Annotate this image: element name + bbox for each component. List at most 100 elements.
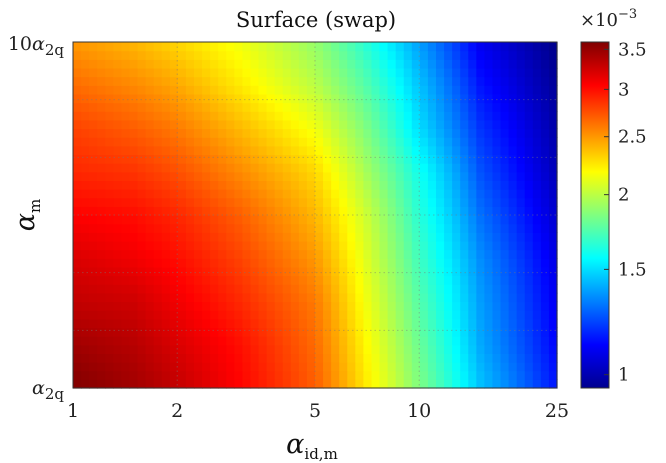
heatmap-cell: [387, 292, 397, 303]
heatmap-cell: [419, 370, 429, 380]
heatmap-cell: [411, 327, 421, 337]
heatmap-cell: [89, 266, 98, 277]
heatmap-cell: [476, 301, 485, 311]
heatmap-cell: [500, 318, 510, 329]
heatmap-cell: [234, 171, 243, 181]
heatmap-cell: [540, 197, 550, 207]
heatmap-cell: [355, 258, 364, 268]
heatmap-cell: [452, 344, 461, 354]
heatmap-cell: [153, 180, 163, 190]
heatmap-cell: [540, 137, 550, 147]
heatmap-cell: [323, 301, 332, 311]
heatmap-cell: [194, 215, 203, 225]
heatmap-cell: [419, 85, 429, 95]
heatmap-cell: [548, 163, 558, 173]
heatmap-cell: [242, 128, 252, 138]
heatmap-cell: [121, 353, 131, 363]
heatmap-cell: [516, 301, 526, 311]
heatmap-cell: [234, 379, 243, 389]
heatmap-cell: [274, 137, 284, 147]
heatmap-cell: [177, 379, 187, 389]
heatmap-cell: [194, 318, 203, 329]
heatmap-cell: [145, 327, 155, 337]
heatmap-cell: [452, 137, 461, 147]
heatmap-cell: [524, 370, 534, 380]
heatmap-cell: [548, 154, 558, 164]
heatmap-cell: [194, 189, 203, 199]
heatmap-cell: [258, 42, 268, 52]
heatmap-cell: [508, 327, 518, 337]
heatmap-cell: [379, 292, 389, 303]
heatmap-cell: [306, 379, 316, 389]
heatmap-cell: [540, 258, 550, 268]
heatmap-cell: [476, 292, 485, 303]
heatmap-cell: [250, 223, 260, 233]
heatmap-cell: [363, 189, 373, 199]
heatmap-cell: [218, 344, 227, 354]
heatmap-cell: [371, 301, 381, 311]
heatmap-cell: [234, 275, 243, 285]
heatmap-cell: [218, 59, 227, 69]
heatmap-cell: [323, 189, 332, 199]
heatmap-cell: [210, 111, 219, 121]
heatmap-cell: [105, 154, 114, 164]
heatmap-cell: [169, 137, 179, 147]
heatmap-cell: [355, 362, 364, 372]
heatmap-cell: [403, 163, 413, 173]
heatmap-cell: [492, 379, 502, 389]
heatmap-cell: [452, 189, 461, 199]
heatmap-cell: [347, 111, 356, 121]
heatmap-cell: [210, 171, 219, 181]
heatmap-cell: [105, 93, 114, 104]
heatmap-cell: [468, 258, 477, 268]
heatmap-cell: [500, 119, 510, 130]
heatmap-cell: [339, 240, 348, 251]
heatmap-cell: [524, 163, 534, 173]
heatmap-cell: [532, 154, 542, 164]
heatmap-cell: [500, 85, 510, 95]
heatmap-cell: [218, 111, 227, 121]
heatmap-cell: [484, 189, 494, 199]
heatmap-cell: [153, 310, 163, 320]
heatmap-cell: [323, 292, 332, 303]
heatmap-cell: [97, 93, 106, 104]
heatmap-cell: [274, 370, 284, 380]
heatmap-cell: [500, 275, 510, 285]
heatmap-cell: [234, 249, 243, 259]
heatmap-cell: [218, 310, 227, 320]
heatmap-cell: [218, 318, 227, 329]
heatmap-cell: [169, 206, 179, 216]
heatmap-cell: [355, 336, 364, 346]
heatmap-cell: [226, 292, 235, 303]
heatmap-cell: [427, 145, 437, 156]
heatmap-cell: [169, 119, 179, 130]
heatmap-cell: [444, 379, 453, 389]
heatmap-cell: [226, 180, 235, 190]
heatmap-cell: [250, 215, 260, 225]
heatmap-cell: [169, 232, 179, 242]
heatmap-cell: [508, 145, 518, 156]
heatmap-cell: [363, 85, 373, 95]
heatmap-cell: [169, 301, 179, 311]
heatmap-cell: [492, 189, 502, 199]
heatmap-cell: [129, 353, 139, 363]
heatmap-cell: [315, 318, 324, 329]
heatmap-cell: [371, 93, 381, 104]
heatmap-cell: [524, 180, 534, 190]
heatmap-cell: [363, 67, 373, 78]
heatmap-cell: [540, 111, 550, 121]
heatmap-cell: [452, 232, 461, 242]
heatmap-cell: [331, 370, 340, 380]
heatmap-cell: [476, 362, 485, 372]
heatmap-cell: [274, 128, 284, 138]
heatmap-cell: [452, 102, 461, 112]
heatmap-cell: [500, 240, 510, 251]
heatmap-cell: [500, 215, 510, 225]
heatmap-cell: [210, 145, 219, 156]
heatmap-cell: [548, 215, 558, 225]
heatmap-cell: [395, 232, 405, 242]
heatmap-cell: [258, 154, 268, 164]
heatmap-cell: [145, 292, 155, 303]
x-tick-label: 25: [545, 400, 569, 422]
